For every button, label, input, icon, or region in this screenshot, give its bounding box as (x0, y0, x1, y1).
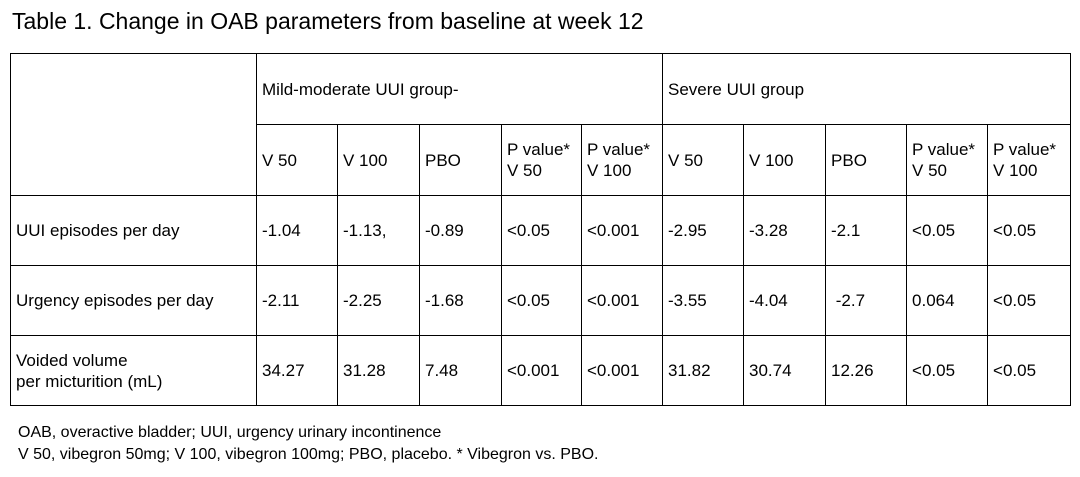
table-cell: 34.27 (256, 335, 338, 406)
table-cell: -1.13, (337, 195, 420, 266)
table-cell: <0.001 (580, 195, 664, 266)
table-cell: <0.05 (501, 195, 582, 266)
table-footnotes: OAB, overactive bladder; UUI, urgency ur… (18, 422, 599, 466)
group-header-severe: Severe UUI group (662, 53, 1072, 125)
table-cell: -2.1 (825, 195, 908, 266)
table-cell: -1.04 (256, 195, 338, 266)
table-cell: <0.05 (987, 195, 1072, 266)
table-title: Table 1. Change in OAB parameters from b… (12, 8, 644, 34)
subheader-cell: P value* V 50 (906, 124, 989, 196)
table-cell: -2.11 (256, 265, 338, 336)
subheader-cell: PBO (419, 124, 502, 196)
table-cell: <0.05 (987, 265, 1072, 336)
table-cell: <0.001 (501, 335, 582, 406)
subheader-cell: V 50 (662, 124, 745, 196)
subheader-cell: P value* V 100 (987, 124, 1072, 196)
table-cell: -3.55 (662, 265, 745, 336)
table-row: Voided volume per micturition (mL) 34.27 … (10, 335, 1072, 406)
table-cell: <0.05 (906, 335, 989, 406)
group-header-row: Mild-moderate UUI group- Severe UUI grou… (10, 53, 1072, 196)
row-label: Voided volume per micturition (mL) (10, 335, 257, 406)
table-row: Urgency episodes per day -2.11 -2.25 -1.… (10, 265, 1072, 336)
row-label: UUI episodes per day (10, 195, 257, 266)
table-cell: -2.7 (825, 265, 908, 336)
table-cell: 7.48 (419, 335, 502, 406)
corner-cell (10, 53, 257, 196)
table-cell: -1.68 (419, 265, 502, 336)
table-cell: 30.74 (743, 335, 827, 406)
subheader-cell: P value* V 50 (501, 124, 582, 196)
group-header-mild: Mild-moderate UUI group- (255, 53, 664, 125)
table-cell: <0.05 (906, 195, 989, 266)
subheader-cell: P value* V 100 (580, 124, 664, 196)
table-cell: <0.05 (501, 265, 582, 336)
row-label: Urgency episodes per day (10, 265, 257, 336)
table-cell: -2.95 (662, 195, 745, 266)
table-row: UUI episodes per day -1.04 -1.13, -0.89 … (10, 195, 1072, 266)
subheader-row: V 50 V 100 PBO P value* V 50 P value* V 10… (11, 124, 1072, 196)
table-cell: <0.05 (987, 335, 1072, 406)
table-cell: -4.04 (743, 265, 827, 336)
table-cell: 31.82 (662, 335, 745, 406)
table-cell: 31.28 (337, 335, 420, 406)
results-table: Mild-moderate UUI group- Severe UUI grou… (10, 53, 1072, 406)
subheader-cell: V 50 (256, 124, 338, 196)
subheader-cell: PBO (825, 124, 908, 196)
footnote-line: OAB, overactive bladder; UUI, urgency ur… (18, 424, 442, 441)
footnote-line: V 50, vibegron 50mg; V 100, vibegron 100… (18, 446, 599, 463)
table-cell: 0.064 (906, 265, 989, 336)
subheader-cell: V 100 (743, 124, 827, 196)
table-cell: -0.89 (419, 195, 502, 266)
table-cell: <0.001 (580, 265, 664, 336)
table-cell: -2.25 (337, 265, 420, 336)
table-cell: 12.26 (825, 335, 908, 406)
table-cell: -3.28 (743, 195, 827, 266)
subheader-cell: V 100 (337, 124, 420, 196)
table-cell: <0.001 (580, 335, 664, 406)
